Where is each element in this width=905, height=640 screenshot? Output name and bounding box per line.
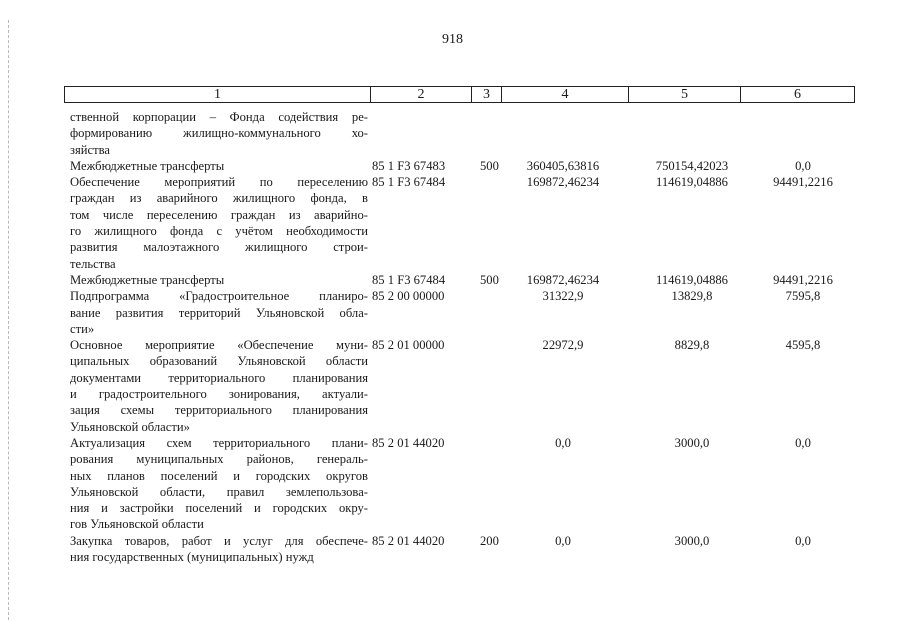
row-description: ственной корпорации – Фонда содействия р…: [70, 109, 368, 158]
header-col-6: 6: [794, 87, 801, 102]
table-row: Межбюджетные трансферты 85 1 F3 67484 500 1…: [70, 272, 858, 288]
row-value-4: 31322,9: [542, 289, 584, 304]
row-value-5: 114619,04886: [656, 272, 728, 287]
row-type: [480, 337, 510, 435]
description-line: Обеспечение мероприятий по переселению: [70, 175, 368, 190]
description-line: Ульяновской области»: [70, 419, 190, 434]
table-row: Актуализация схем территориального плани…: [70, 435, 858, 533]
table-row: Межбюджетные трансферты 85 1 F3 67483 500 3…: [70, 158, 858, 174]
description-line: гов Ульяновской области: [70, 517, 204, 532]
description-line: ственной корпорации – Фонда содействия р…: [70, 110, 368, 124]
description-line: ципальных образований Ульяновской област…: [70, 354, 368, 369]
row-value-6: 7595,8: [785, 289, 821, 304]
row-type: [480, 288, 510, 337]
page-number: 918: [442, 32, 463, 47]
table-body: ственной корпорации – Фонда содействия р…: [70, 109, 858, 565]
row-code: 85 1 F3 67484: [372, 175, 446, 190]
row-value-4: 0,0: [555, 533, 571, 548]
row-description: Основное мероприятие «Обеспечение муни-ц…: [70, 337, 368, 435]
header-col-4: 4: [502, 87, 629, 102]
description-line: том числе переселению граждан из аварийн…: [70, 207, 368, 222]
header-col-1: 1: [65, 87, 371, 102]
description-line: Ульяновской области, правил землепользов…: [70, 484, 368, 499]
description-line: тельства: [70, 256, 116, 271]
description-line: формированию жилищно-коммунального хо-: [70, 126, 368, 141]
row-code: 85 2 01 00000: [372, 338, 445, 353]
row-value-6: 0,0: [795, 533, 811, 548]
row-code: 85 1 F3 67483: [372, 158, 446, 173]
table-row: Обеспечение мероприятий по переселению гр…: [70, 174, 858, 272]
table-header: 1 2 3 4 5 6: [64, 86, 855, 103]
description-line: зяйства: [70, 142, 110, 157]
row-code: 85 2 01 44020: [372, 533, 445, 548]
row-code: 85 1 F3 67484: [372, 272, 446, 287]
row-type: 200: [480, 533, 499, 548]
description-line: документами территориального планировани…: [70, 370, 368, 385]
description-line: вание развития территорий Ульяновской об…: [70, 305, 368, 320]
row-value-6: 0,0: [795, 158, 811, 173]
row-description: Актуализация схем территориального плани…: [70, 435, 368, 533]
row-type: 500: [480, 158, 499, 173]
description-line: Подпрограмма «Градостроительное планиро-: [70, 289, 368, 304]
row-value-5: [636, 109, 748, 158]
description-line: зация схемы территориального планировани…: [70, 403, 368, 418]
description-line: граждан из аварийного жилищного фонда, в: [70, 191, 368, 206]
row-description: Межбюджетные трансферты: [70, 272, 368, 288]
row-value-6: 94491,2216: [773, 175, 833, 190]
row-code: [368, 109, 480, 158]
header-col-3: 3: [472, 87, 502, 102]
row-type: [480, 435, 510, 533]
row-description: Закупка товаров, работ и услуг для обесп…: [70, 533, 368, 566]
row-value-5: 750154,42023: [655, 158, 729, 173]
description-line: Межбюджетные трансферты: [70, 272, 225, 287]
row-value-5: 13829,8: [671, 289, 713, 304]
description-line: Основное мероприятие «Обеспечение муни-: [70, 338, 368, 353]
row-value-6: 0,0: [795, 435, 811, 450]
row-description: Подпрограмма «Градостроительное планиро-…: [70, 288, 368, 337]
description-line: развития малоэтажного жилищного строи-: [70, 240, 368, 255]
row-type: [480, 109, 510, 158]
row-value-4: 22972,9: [542, 338, 584, 353]
row-value-4: 169872,46234: [526, 272, 600, 287]
row-value-6: [748, 109, 858, 158]
description-line: ния и застройки поселений и городских ок…: [70, 501, 368, 516]
row-value-5: 114619,04886: [656, 175, 728, 190]
row-description: Обеспечение мероприятий по переселению гр…: [70, 174, 368, 272]
description-line: Актуализация схем территориального плани…: [70, 435, 368, 450]
row-code: 85 2 00 00000: [372, 289, 445, 304]
description-line: и градостроительного зонирования, актуал…: [70, 387, 368, 402]
header-col-5: 5: [629, 87, 741, 102]
table-row: Подпрограмма «Градостроительное планиро-…: [70, 288, 858, 337]
table-row: Закупка товаров, работ и услуг для обесп…: [70, 533, 858, 566]
scan-margin-artifact: [8, 20, 10, 620]
row-value-4: [510, 109, 636, 158]
description-line: ния государственных (муниципальных) нужд: [70, 550, 314, 565]
row-value-4: 169872,46234: [526, 175, 600, 190]
row-type: [480, 174, 510, 272]
row-value-4: 360405,63816: [526, 158, 600, 173]
description-line: Межбюджетные трансферты: [70, 158, 225, 173]
description-line: рования муниципальных районов, генераль-: [70, 452, 368, 467]
description-line: ных планов поселений и городских округов: [70, 468, 368, 483]
row-value-6: 4595,8: [785, 338, 821, 353]
row-value-5: 3000,0: [674, 435, 710, 450]
row-code: 85 2 01 44020: [372, 435, 445, 450]
row-type: 500: [480, 272, 499, 287]
row-value-5: 8829,8: [674, 338, 710, 353]
row-value-4: 0,0: [555, 435, 571, 450]
description-line: го жилищного фонда с учётом необходимост…: [70, 224, 368, 239]
description-line: сти»: [70, 321, 95, 336]
row-description: Межбюджетные трансферты: [70, 158, 368, 174]
table-row: ственной корпорации – Фонда содействия р…: [70, 109, 858, 158]
row-value-5: 3000,0: [674, 533, 710, 548]
row-value-6: 94491,2216: [773, 272, 833, 287]
header-col-2: 2: [371, 87, 472, 102]
description-line: Закупка товаров, работ и услуг для обесп…: [70, 533, 368, 548]
table-row: Основное мероприятие «Обеспечение муни-ц…: [70, 337, 858, 435]
